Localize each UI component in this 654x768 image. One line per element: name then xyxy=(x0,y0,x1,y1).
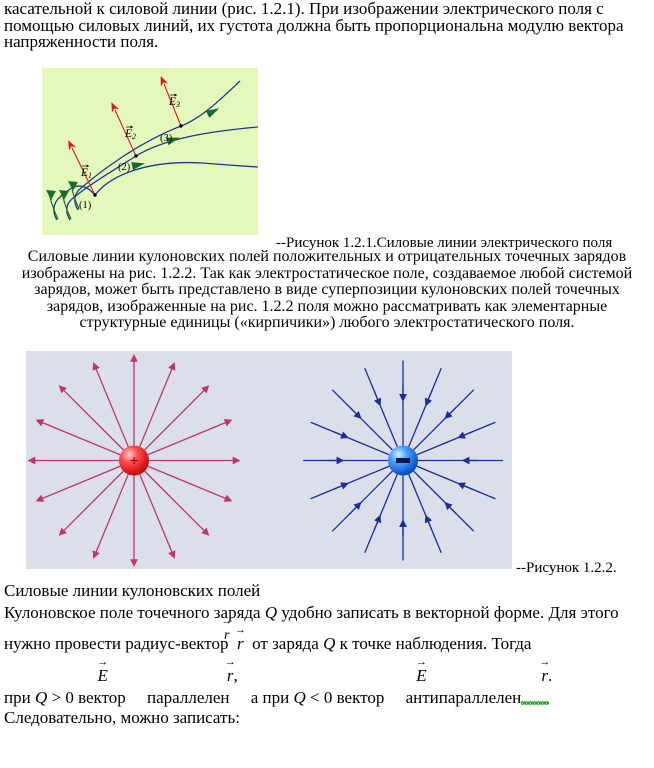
svg-text:(2): (2) xyxy=(118,162,131,173)
svg-text:(1): (1) xyxy=(79,200,92,211)
svg-text:E2: E2 xyxy=(124,128,136,141)
svg-text:+: + xyxy=(130,454,139,470)
svg-text:E1: E1 xyxy=(80,167,92,180)
svg-text:(3): (3) xyxy=(160,133,173,144)
svg-text:E3: E3 xyxy=(168,96,180,109)
